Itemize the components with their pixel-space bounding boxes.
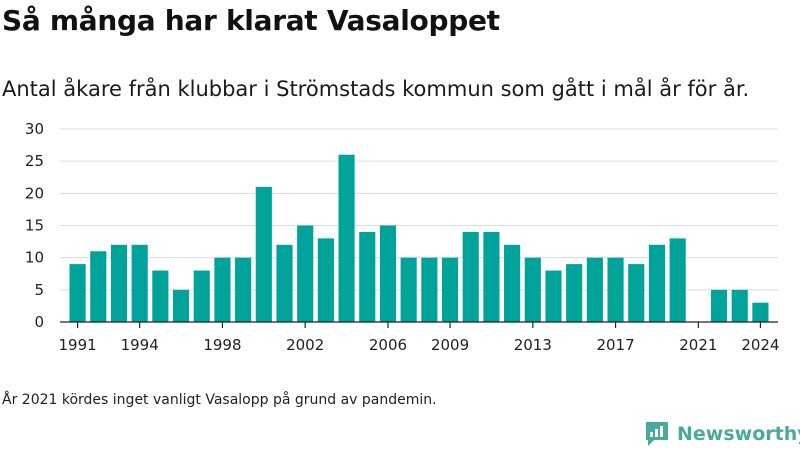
bar-1999 [235,257,252,322]
y-tick-label: 20 [25,184,44,202]
x-tick-label: 2017 [596,336,634,354]
bar-1991 [69,264,86,322]
x-tick-label: 1994 [121,336,159,354]
bar-2015 [566,264,583,322]
bar-2013 [524,257,541,322]
bar-2001 [276,244,293,322]
y-tick-label: 0 [34,313,44,331]
bar-1992 [90,251,107,322]
bar-2023 [731,289,748,322]
x-tick-label: 1991 [58,336,96,354]
y-tick-label: 15 [25,217,44,235]
bar-1995 [152,270,169,322]
bar-2014 [545,270,562,322]
x-tick-label: 2024 [741,336,779,354]
bar-2024 [752,302,769,322]
bar-2016 [586,257,603,322]
bar-1994 [131,244,148,322]
bar-2005 [359,231,376,322]
x-tick-label: 2006 [369,336,407,354]
y-tick-label: 5 [34,281,44,299]
bar-2007 [400,257,417,322]
x-tick-label: 2013 [514,336,552,354]
bar-2004 [338,154,355,322]
bar-2022 [710,289,728,322]
x-tick-label: 2002 [286,336,324,354]
bar-2010 [462,231,479,322]
x-tick-label: 1998 [203,336,241,354]
x-tick-label: 2021 [679,336,717,354]
bar-1993 [110,244,128,322]
bar-1998 [214,257,231,322]
bar-2003 [317,238,334,322]
y-tick-label: 30 [25,120,44,138]
bar-2020 [669,238,686,322]
chart-subtitle: Antal åkare från klubbar i Strömstads ko… [2,77,750,101]
bar-2019 [648,244,666,322]
brand-name: Newsworthy [677,423,800,445]
bar-2018 [628,264,645,322]
y-tick-label: 25 [25,152,44,170]
bar-2009 [441,257,459,322]
newsworthy-logo: Newsworthy [644,420,800,448]
bar-2006 [379,225,397,322]
newsworthy-bar-chart-icon [646,422,668,446]
bar-2017 [607,257,624,322]
chart-title: Så många har klarat Vasaloppet [2,4,500,37]
bar-2011 [483,231,500,322]
bar-2002 [297,225,314,322]
bar-1996 [172,289,190,322]
footnote: År 2021 kördes inget vanligt Vasalopp på… [2,392,437,408]
bar-2000 [255,186,272,322]
x-tick-label: 2009 [431,336,469,354]
bar-2008 [421,257,438,322]
bar-2012 [504,244,521,322]
bar-chart: 0 5 10 15 20 25 30 1991 1994 1998 2002 2006 2009 2013… [25,120,780,354]
bar-1997 [193,270,210,322]
y-tick-label: 10 [25,249,44,267]
